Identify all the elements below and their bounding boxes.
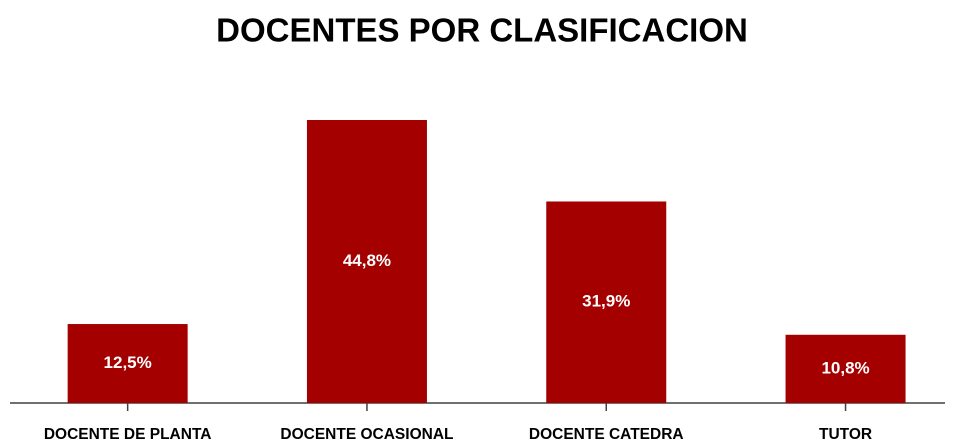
chart-title: DOCENTES POR CLASIFICACION [216, 12, 748, 49]
data-label: 10,8% [821, 358, 869, 377]
bar [785, 334, 906, 403]
x-tick-label: DOCENTE DE PLANTA [44, 426, 212, 442]
bar [306, 120, 427, 403]
x-tick-label: DOCENTE CATEDRA [529, 426, 684, 442]
data-label: 12,5% [104, 353, 152, 372]
x-tick-label: TUTOR [819, 426, 872, 442]
bar [546, 201, 667, 403]
bar [67, 324, 188, 403]
x-tick-label: DOCENTE OCASIONAL [280, 426, 453, 442]
data-label: 44,8% [343, 251, 391, 270]
data-label: 31,9% [582, 292, 630, 311]
